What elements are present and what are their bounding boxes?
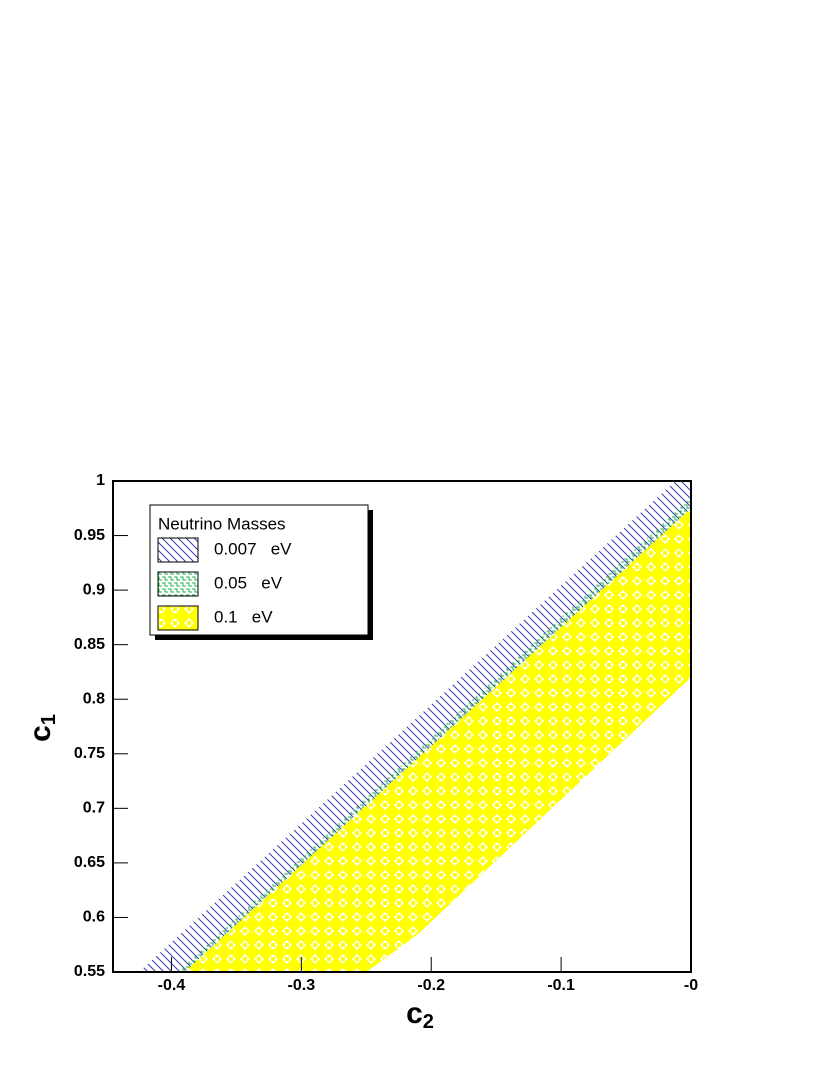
legend-label: 0.05 eV — [214, 573, 283, 592]
y-tick-label: 0.55 — [74, 963, 105, 980]
y-tick-label: 0.6 — [83, 909, 105, 926]
y-label-sub: 1 — [38, 714, 60, 725]
y-tick-label: 0.8 — [83, 690, 105, 707]
region — [177, 497, 691, 972]
region — [184, 508, 691, 972]
plot-frame — [112, 480, 692, 973]
x-tick-label: -0.4 — [158, 977, 186, 994]
y-tick-label: 1 — [96, 472, 105, 489]
y-label-main: c — [24, 725, 57, 742]
x-label-sub: 2 — [423, 1011, 434, 1033]
axes: -0.4 -0.3 -0.2 -0.1 -0 0.55 0.6 0.65 0.7 0.75 0.8 0… — [74, 472, 698, 994]
y-tick-label: 0.75 — [74, 745, 105, 762]
legend-title: Neutrino Masses — [158, 514, 286, 533]
legend-swatch — [157, 605, 199, 631]
y-tick-label: 0.7 — [83, 800, 105, 817]
y-tick-label: 0.9 — [83, 581, 105, 598]
legend-swatch — [157, 571, 199, 597]
y-tick-label: 0.95 — [74, 527, 105, 544]
region — [138, 481, 691, 972]
regions — [138, 481, 691, 972]
y-tick-label: 0.85 — [74, 636, 105, 653]
x-axis-label: c2 — [406, 997, 434, 1033]
y-axis-label: c1 — [24, 714, 60, 742]
x-tick-label: -0.3 — [288, 977, 316, 994]
x-label-main: c — [406, 997, 423, 1030]
legend: Neutrino Masses 0.007 eV 0.05 eV 0.1 eV — [149, 504, 373, 640]
x-tick-label: -0 — [684, 977, 698, 994]
legend-label: 0.007 eV — [214, 539, 292, 558]
legend-label: 0.1 eV — [214, 607, 273, 626]
y-tick-label: 0.65 — [74, 854, 105, 871]
x-tick-label: -0.1 — [547, 977, 575, 994]
x-tick-label: -0.2 — [417, 977, 445, 994]
legend-swatch — [157, 537, 199, 563]
